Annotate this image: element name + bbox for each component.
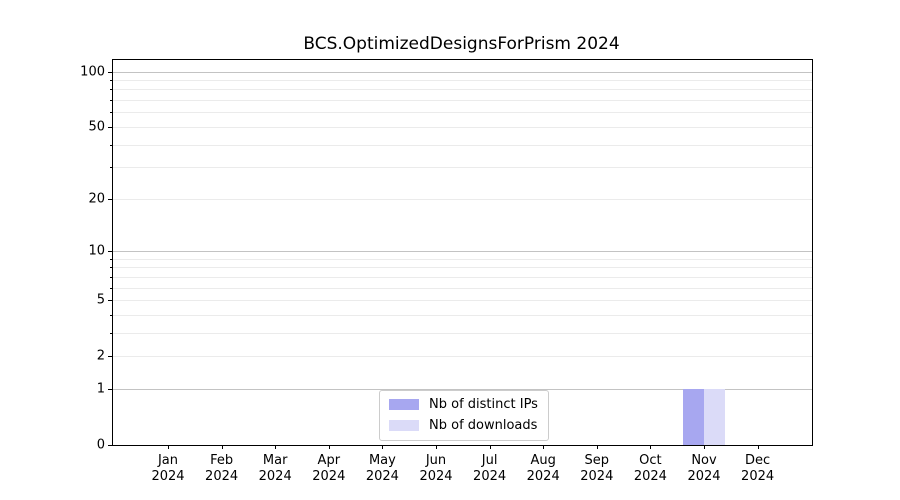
x-tick	[596, 445, 598, 449]
y-minor-gridline	[113, 356, 812, 358]
x-tick-label: Dec 2024	[741, 453, 775, 484]
y-tick-label: 2	[96, 348, 105, 364]
y-tick-label: 20	[88, 191, 105, 207]
y-minor-gridline	[113, 300, 812, 301]
x-tick-label: May 2024	[365, 453, 399, 484]
y-tick	[108, 388, 113, 390]
legend-label-downloads: Nb of downloads	[429, 418, 538, 433]
y-minor-tick	[110, 332, 113, 334]
y-minor-gridline	[113, 332, 812, 334]
y-tick-label: 50	[88, 119, 105, 135]
y-tick	[108, 300, 113, 301]
x-tick	[489, 445, 491, 449]
x-tick	[650, 445, 652, 449]
y-major-gridline	[113, 388, 812, 390]
bar-downloads	[704, 388, 725, 445]
y-minor-gridline	[113, 89, 812, 91]
y-minor-gridline	[113, 198, 812, 200]
x-tick	[328, 445, 330, 449]
x-tick	[221, 445, 223, 449]
y-tick-label: 5	[96, 292, 105, 308]
x-tick	[275, 445, 277, 449]
legend: Nb of distinct IPs Nb of downloads	[379, 390, 549, 441]
y-minor-gridline	[113, 276, 812, 278]
x-tick-year: 2024	[419, 469, 453, 484]
x-tick-year: 2024	[687, 469, 721, 484]
y-tick-label: 10	[88, 243, 105, 259]
y-minor-tick	[110, 89, 113, 91]
y-minor-gridline	[113, 258, 812, 260]
y-tick	[108, 445, 113, 446]
x-tick-year: 2024	[312, 469, 346, 484]
y-tick	[108, 198, 113, 200]
x-tick	[757, 445, 759, 449]
y-minor-tick	[110, 287, 113, 289]
y-minor-gridline	[113, 167, 812, 169]
legend-swatch-downloads	[389, 420, 419, 431]
y-minor-tick	[110, 112, 113, 114]
x-tick-label: Sep 2024	[580, 453, 614, 484]
y-tick	[108, 356, 113, 358]
y-minor-gridline	[113, 287, 812, 289]
y-minor-tick	[110, 144, 113, 146]
x-tick-label: Jan 2024	[151, 453, 185, 484]
x-tick-label: Oct 2024	[633, 453, 667, 484]
y-minor-gridline	[113, 112, 812, 114]
chart-title: BCS.OptimizedDesignsForPrism 2024	[303, 34, 620, 54]
x-tick	[382, 445, 384, 449]
x-tick-year: 2024	[741, 469, 775, 484]
bar-distinct-ips	[683, 388, 704, 445]
x-tick	[436, 445, 437, 449]
x-tick	[704, 445, 705, 449]
x-tick-year: 2024	[473, 469, 507, 484]
y-major-gridline	[113, 71, 812, 73]
y-tick-label: 100	[80, 64, 105, 80]
y-tick	[108, 251, 113, 252]
y-minor-gridline	[113, 100, 812, 102]
x-tick-year: 2024	[633, 469, 667, 484]
y-minor-tick	[110, 258, 113, 260]
y-minor-tick	[110, 167, 113, 169]
x-tick-label: Aug 2024	[526, 453, 560, 484]
x-tick-label: Mar 2024	[258, 453, 292, 484]
y-minor-tick	[110, 314, 113, 316]
x-tick-year: 2024	[258, 469, 292, 484]
legend-label-distinct-ips: Nb of distinct IPs	[429, 397, 538, 412]
legend-item-distinct-ips: Nb of distinct IPs	[389, 397, 538, 412]
legend-item-downloads: Nb of downloads	[389, 418, 538, 433]
x-tick-label: Jul 2024	[473, 453, 507, 484]
x-tick-year: 2024	[205, 469, 239, 484]
x-tick-year: 2024	[526, 469, 560, 484]
x-tick	[543, 445, 545, 449]
x-tick-label: Jun 2024	[419, 453, 453, 484]
y-minor-gridline	[113, 314, 812, 316]
x-tick	[168, 445, 169, 449]
y-minor-gridline	[113, 80, 812, 81]
legend-swatch-distinct-ips	[389, 399, 419, 410]
x-tick-year: 2024	[151, 469, 185, 484]
y-tick-label: 0	[96, 437, 105, 453]
y-minor-gridline	[113, 126, 812, 128]
y-minor-gridline	[113, 144, 812, 146]
y-minor-tick	[110, 267, 113, 269]
y-major-gridline	[113, 251, 812, 252]
y-tick-label: 1	[96, 381, 105, 397]
y-tick	[108, 126, 113, 128]
x-tick-year: 2024	[365, 469, 399, 484]
x-tick-label: Apr 2024	[312, 453, 346, 484]
x-tick-label: Feb 2024	[205, 453, 239, 484]
y-minor-tick	[110, 80, 113, 81]
plot-area: 100 50 20 10 5 2 1 0 Jan 2024 Feb 2024 Mar 2024 Apr 202…	[80, 59, 813, 484]
y-minor-tick	[110, 100, 113, 102]
y-minor-tick	[110, 276, 113, 278]
y-tick	[108, 71, 113, 73]
y-minor-gridline	[113, 267, 812, 269]
x-tick-label: Nov 2024	[687, 453, 721, 484]
x-tick-year: 2024	[580, 469, 614, 484]
